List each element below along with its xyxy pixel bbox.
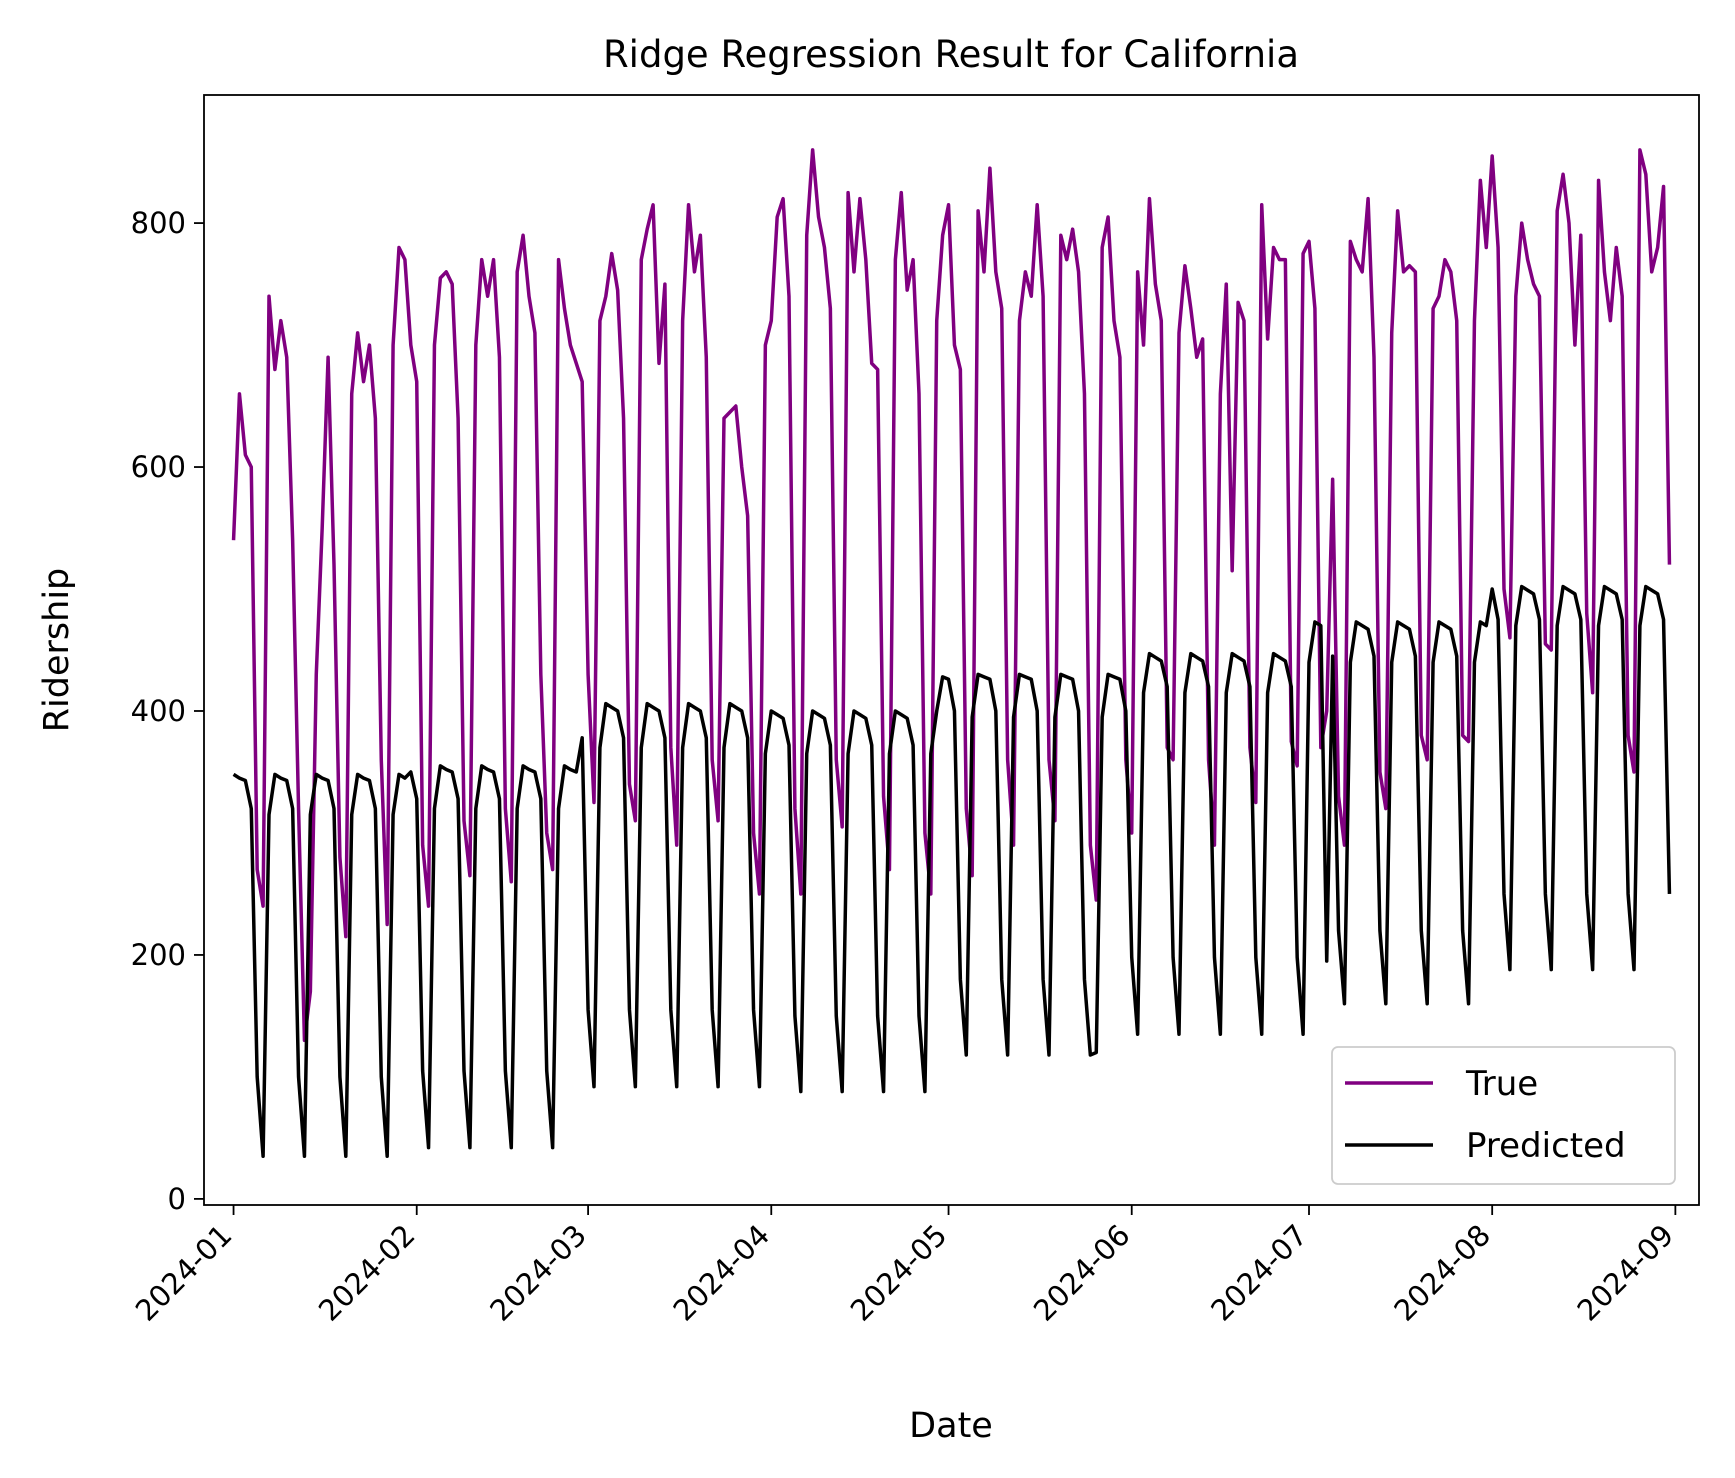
- legend: True Predicted: [1331, 1046, 1676, 1185]
- y-tick-label: 800: [131, 206, 186, 240]
- series-layer: [231, 148, 1672, 1158]
- y-tick-label: 600: [131, 450, 186, 484]
- y-tick-label: 0: [168, 1182, 186, 1216]
- series-line-true: [231, 148, 1672, 1043]
- y-axis-title: Ridership: [37, 568, 77, 733]
- y-tick-label: 200: [131, 938, 186, 972]
- x-axis-title: Date: [909, 1406, 993, 1446]
- y-axis: 0 200 400 600 800: [131, 206, 204, 1216]
- chart-title: Ridge Regression Result for California: [603, 33, 1299, 76]
- series-line-predicted: [232, 584, 1672, 1158]
- legend-label-true: True: [1465, 1064, 1538, 1104]
- y-tick-label: 400: [131, 694, 186, 728]
- legend-label-predicted: Predicted: [1466, 1126, 1626, 1166]
- plot-frame: [203, 94, 1700, 1206]
